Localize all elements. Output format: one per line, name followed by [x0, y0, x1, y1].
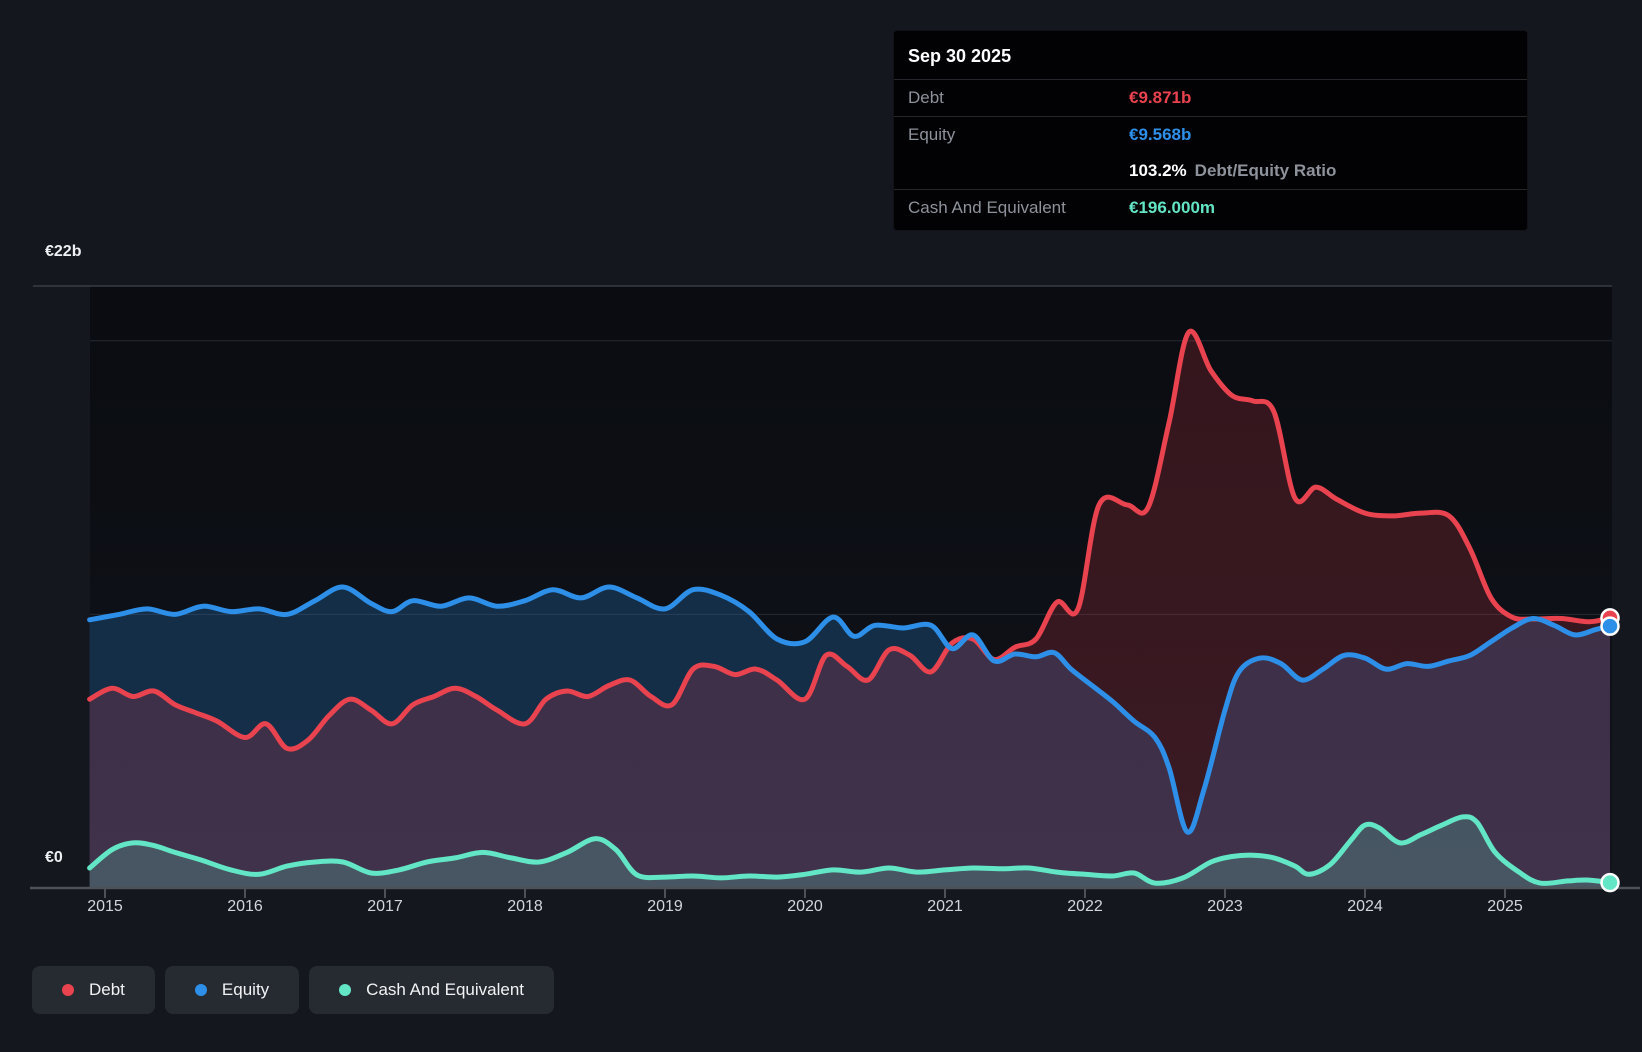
legend-item-cash[interactable]: Cash And Equivalent	[309, 966, 555, 1014]
tooltip-cash-value: €196.000m	[1129, 198, 1216, 217]
cash-area	[89, 816, 1611, 888]
debt-dot-icon	[62, 984, 74, 996]
tooltip-row-ratio: 103.2% Debt/Equity Ratio	[894, 153, 1527, 189]
cash-dot-icon	[339, 984, 352, 996]
debt-area	[89, 331, 1611, 888]
y-axis-zero-label: €0	[45, 849, 63, 866]
equity-line[interactable]	[87, 584, 1613, 835]
legend-item-debt[interactable]: Debt	[32, 966, 155, 1014]
legend-equity-label: Equity	[221, 980, 270, 999]
tooltip-ratio-label: Debt/Equity Ratio	[1194, 161, 1337, 180]
legend-item-equity[interactable]: Equity	[164, 966, 300, 1014]
tooltip-ratio-spacer	[908, 160, 1129, 182]
x-axis-label-2025: 2025	[1487, 898, 1523, 915]
chart-legend: Debt Equity Cash And Equivalent	[32, 966, 555, 1014]
x-axis-label-2020: 2020	[787, 898, 823, 915]
tooltip-cash-label: Cash And Equivalent	[908, 198, 1066, 217]
x-axis-label-2024: 2024	[1347, 898, 1383, 915]
series-end-markers	[1600, 608, 1620, 893]
x-axis-label-2022: 2022	[1067, 898, 1103, 915]
tooltip-debt-label: Debt	[908, 88, 944, 107]
x-axis-label-2018: 2018	[507, 898, 543, 915]
x-axis-label-2016: 2016	[227, 898, 263, 915]
tooltip-equity-label: Equity	[908, 125, 956, 144]
chart-tooltip: Sep 30 2025 Debt €9.871b Equity €9.568b …	[893, 30, 1528, 231]
tooltip-ratio-value: 103.2%	[1129, 161, 1187, 180]
x-axis	[30, 886, 1640, 898]
equity-area	[89, 586, 1611, 888]
tooltip-row-debt: Debt €9.871b	[894, 79, 1527, 116]
gridlines	[33, 285, 1612, 615]
y-axis-max-label: €22b	[45, 243, 82, 260]
tooltip-debt-value: €9.871b	[1129, 88, 1192, 107]
tooltip-date: Sep 30 2025	[908, 46, 1012, 66]
cash-line[interactable]	[87, 814, 1613, 886]
tooltip-equity-value: €9.568b	[1129, 125, 1192, 144]
tooltip-row-equity: Equity €9.568b	[894, 116, 1527, 153]
x-axis-label-2015: 2015	[87, 898, 123, 915]
legend-debt-label: Debt	[89, 980, 125, 999]
equity-dot-icon	[194, 984, 207, 996]
x-axis-label-2021: 2021	[927, 898, 963, 915]
legend-cash-label: Cash And Equivalent	[366, 980, 525, 999]
x-axis-label-2019: 2019	[647, 898, 683, 915]
tooltip-row-cash: Cash And Equivalent €196.000m	[894, 189, 1527, 226]
debt-line[interactable]	[87, 328, 1613, 752]
x-axis-label-2023: 2023	[1207, 898, 1243, 915]
x-axis-label-2017: 2017	[367, 898, 403, 915]
